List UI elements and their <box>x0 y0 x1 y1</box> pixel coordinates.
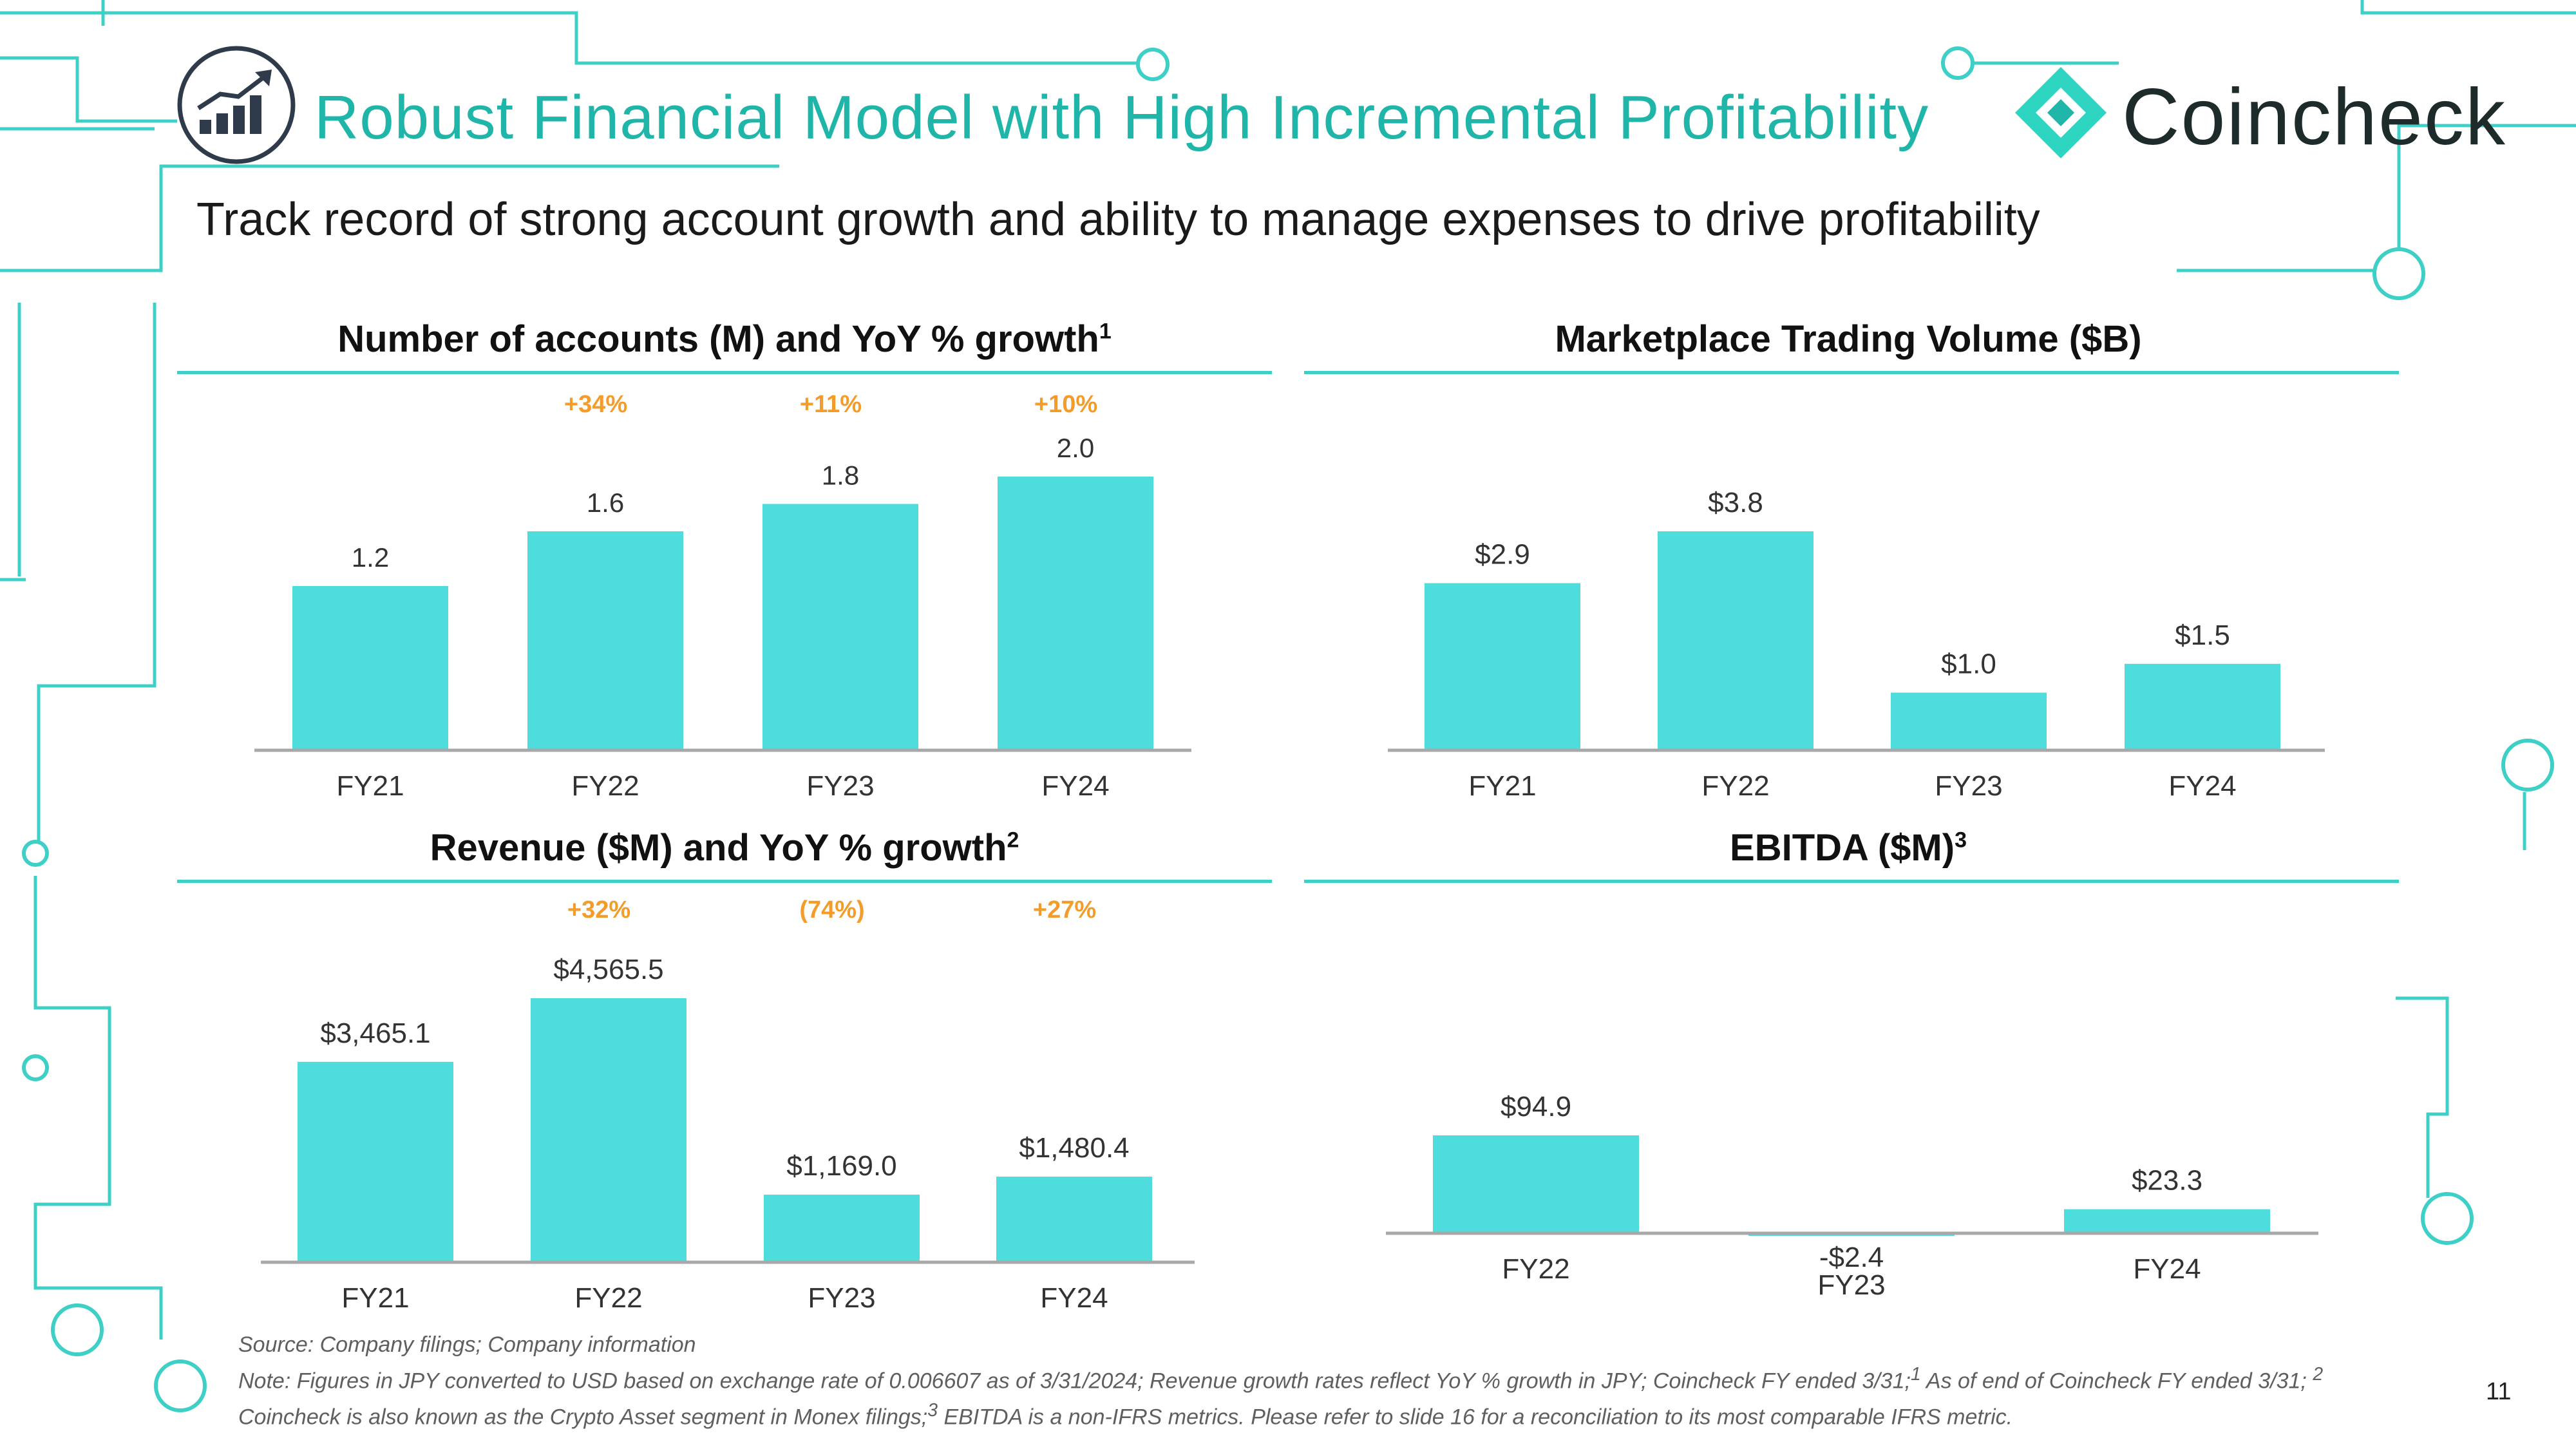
accounts-title-rule <box>177 371 1272 374</box>
x-tick-label: FY23 <box>1817 1269 1885 1301</box>
page-number: 11 <box>2486 1378 2512 1405</box>
data-label: $3,465.1 <box>320 1018 430 1049</box>
bar-fy22 <box>527 531 683 750</box>
volume-chart-title: Marketplace Trading Volume ($B) <box>1555 318 2142 360</box>
data-label: 1.8 <box>822 460 859 491</box>
coincheck-logo: Coincheck <box>2012 61 2576 171</box>
bar-fy24 <box>996 1177 1152 1262</box>
bar-fy21 <box>298 1061 453 1262</box>
x-tick-label: FY24 <box>2133 1253 2201 1285</box>
data-label: $1,480.4 <box>1019 1132 1129 1164</box>
bar-fy21 <box>292 586 448 750</box>
methodology-note: Note: Figures in JPY converted to USD ba… <box>238 1364 2324 1430</box>
bar-fy24 <box>2064 1209 2270 1233</box>
x-tick-label: FY24 <box>1040 1282 1108 1314</box>
x-tick-label: FY24 <box>1041 770 1109 802</box>
data-label: $2.9 <box>1475 539 1530 571</box>
x-tick-label: FY22 <box>574 1282 642 1314</box>
bar-fy22 <box>531 998 687 1262</box>
growth-label: +10% <box>1034 391 1097 418</box>
revenue-chart-title: Revenue ($M) and YoY % growth2 <box>430 827 1019 869</box>
x-tick-label: FY23 <box>1935 770 2002 802</box>
data-label: $1,169.0 <box>786 1150 896 1182</box>
x-tick-label: FY22 <box>571 770 639 802</box>
growth-label: +27% <box>1033 896 1096 923</box>
x-tick-label: FY23 <box>806 770 874 802</box>
data-label: 2.0 <box>1057 433 1094 463</box>
data-label: $94.9 <box>1501 1091 1571 1122</box>
data-label: 1.2 <box>352 542 389 573</box>
data-label: -$2.4 <box>1819 1242 1884 1273</box>
x-tick-label: FY23 <box>808 1282 875 1314</box>
x-tick-label: FY21 <box>336 770 404 802</box>
growth-chart-icon <box>177 46 296 164</box>
bar-fy24 <box>2125 663 2280 750</box>
data-label: $4,565.5 <box>553 954 663 985</box>
growth-label: (74%) <box>799 896 864 923</box>
growth-label: +32% <box>567 896 630 923</box>
x-tick-label: FY24 <box>2168 770 2236 802</box>
bar-fy23 <box>762 504 918 750</box>
x-tick-label: FY21 <box>1468 770 1536 802</box>
accounts-chart-title: Number of accounts (M) and YoY % growth1 <box>337 318 1112 360</box>
x-tick-label: FY21 <box>341 1282 409 1314</box>
data-label: $1.0 <box>1941 649 1996 680</box>
revenue-bar-chart: $3,465.1 FY21 $4,565.5 FY22 +32% $1,169.0 FY23… <box>261 896 1195 1314</box>
growth-label: +34% <box>564 391 627 418</box>
growth-label: +11% <box>800 391 862 418</box>
volume-title-rule <box>1304 371 2399 374</box>
page-title: Robust Financial Model with High Increme… <box>314 83 1929 152</box>
coincheck-diamond-icon <box>2015 67 2107 158</box>
ebitda-title-rule <box>1304 880 2399 883</box>
ebitda-chart-title: EBITDA ($M)3 <box>1730 827 1967 869</box>
footnotes: Source: Company filings; Company informa… <box>238 1330 2325 1432</box>
bar-fy23 <box>1891 692 2047 750</box>
source-note: Source: Company filings; Company informa… <box>238 1332 696 1357</box>
bar-fy24 <box>998 477 1153 750</box>
volume-bar-chart: $2.9 FY21 $3.8 FY22 $1.0 FY23 $1.5 FY24 <box>1388 487 2325 802</box>
bar-fy23 <box>764 1195 920 1262</box>
bar-fy21 <box>1425 583 1580 750</box>
x-tick-label: FY22 <box>1701 770 1769 802</box>
data-label: 1.6 <box>587 488 624 518</box>
page-subtitle: Track record of strong account growth an… <box>196 194 2040 245</box>
data-label: $23.3 <box>2132 1165 2202 1197</box>
data-label: $1.5 <box>2175 620 2230 651</box>
coincheck-logo-text: Coincheck <box>2122 73 2506 162</box>
bar-fy22 <box>1433 1135 1639 1233</box>
x-tick-label: FY22 <box>1502 1253 1569 1285</box>
data-label: $3.8 <box>1708 487 1763 518</box>
bar-fy22 <box>1658 531 1814 750</box>
revenue-title-rule <box>177 880 1272 883</box>
accounts-bar-chart: 1.2 FY21 1.6 FY22 +34% 1.8 FY23 +11% 2.0 FY24 +10% <box>254 391 1191 802</box>
